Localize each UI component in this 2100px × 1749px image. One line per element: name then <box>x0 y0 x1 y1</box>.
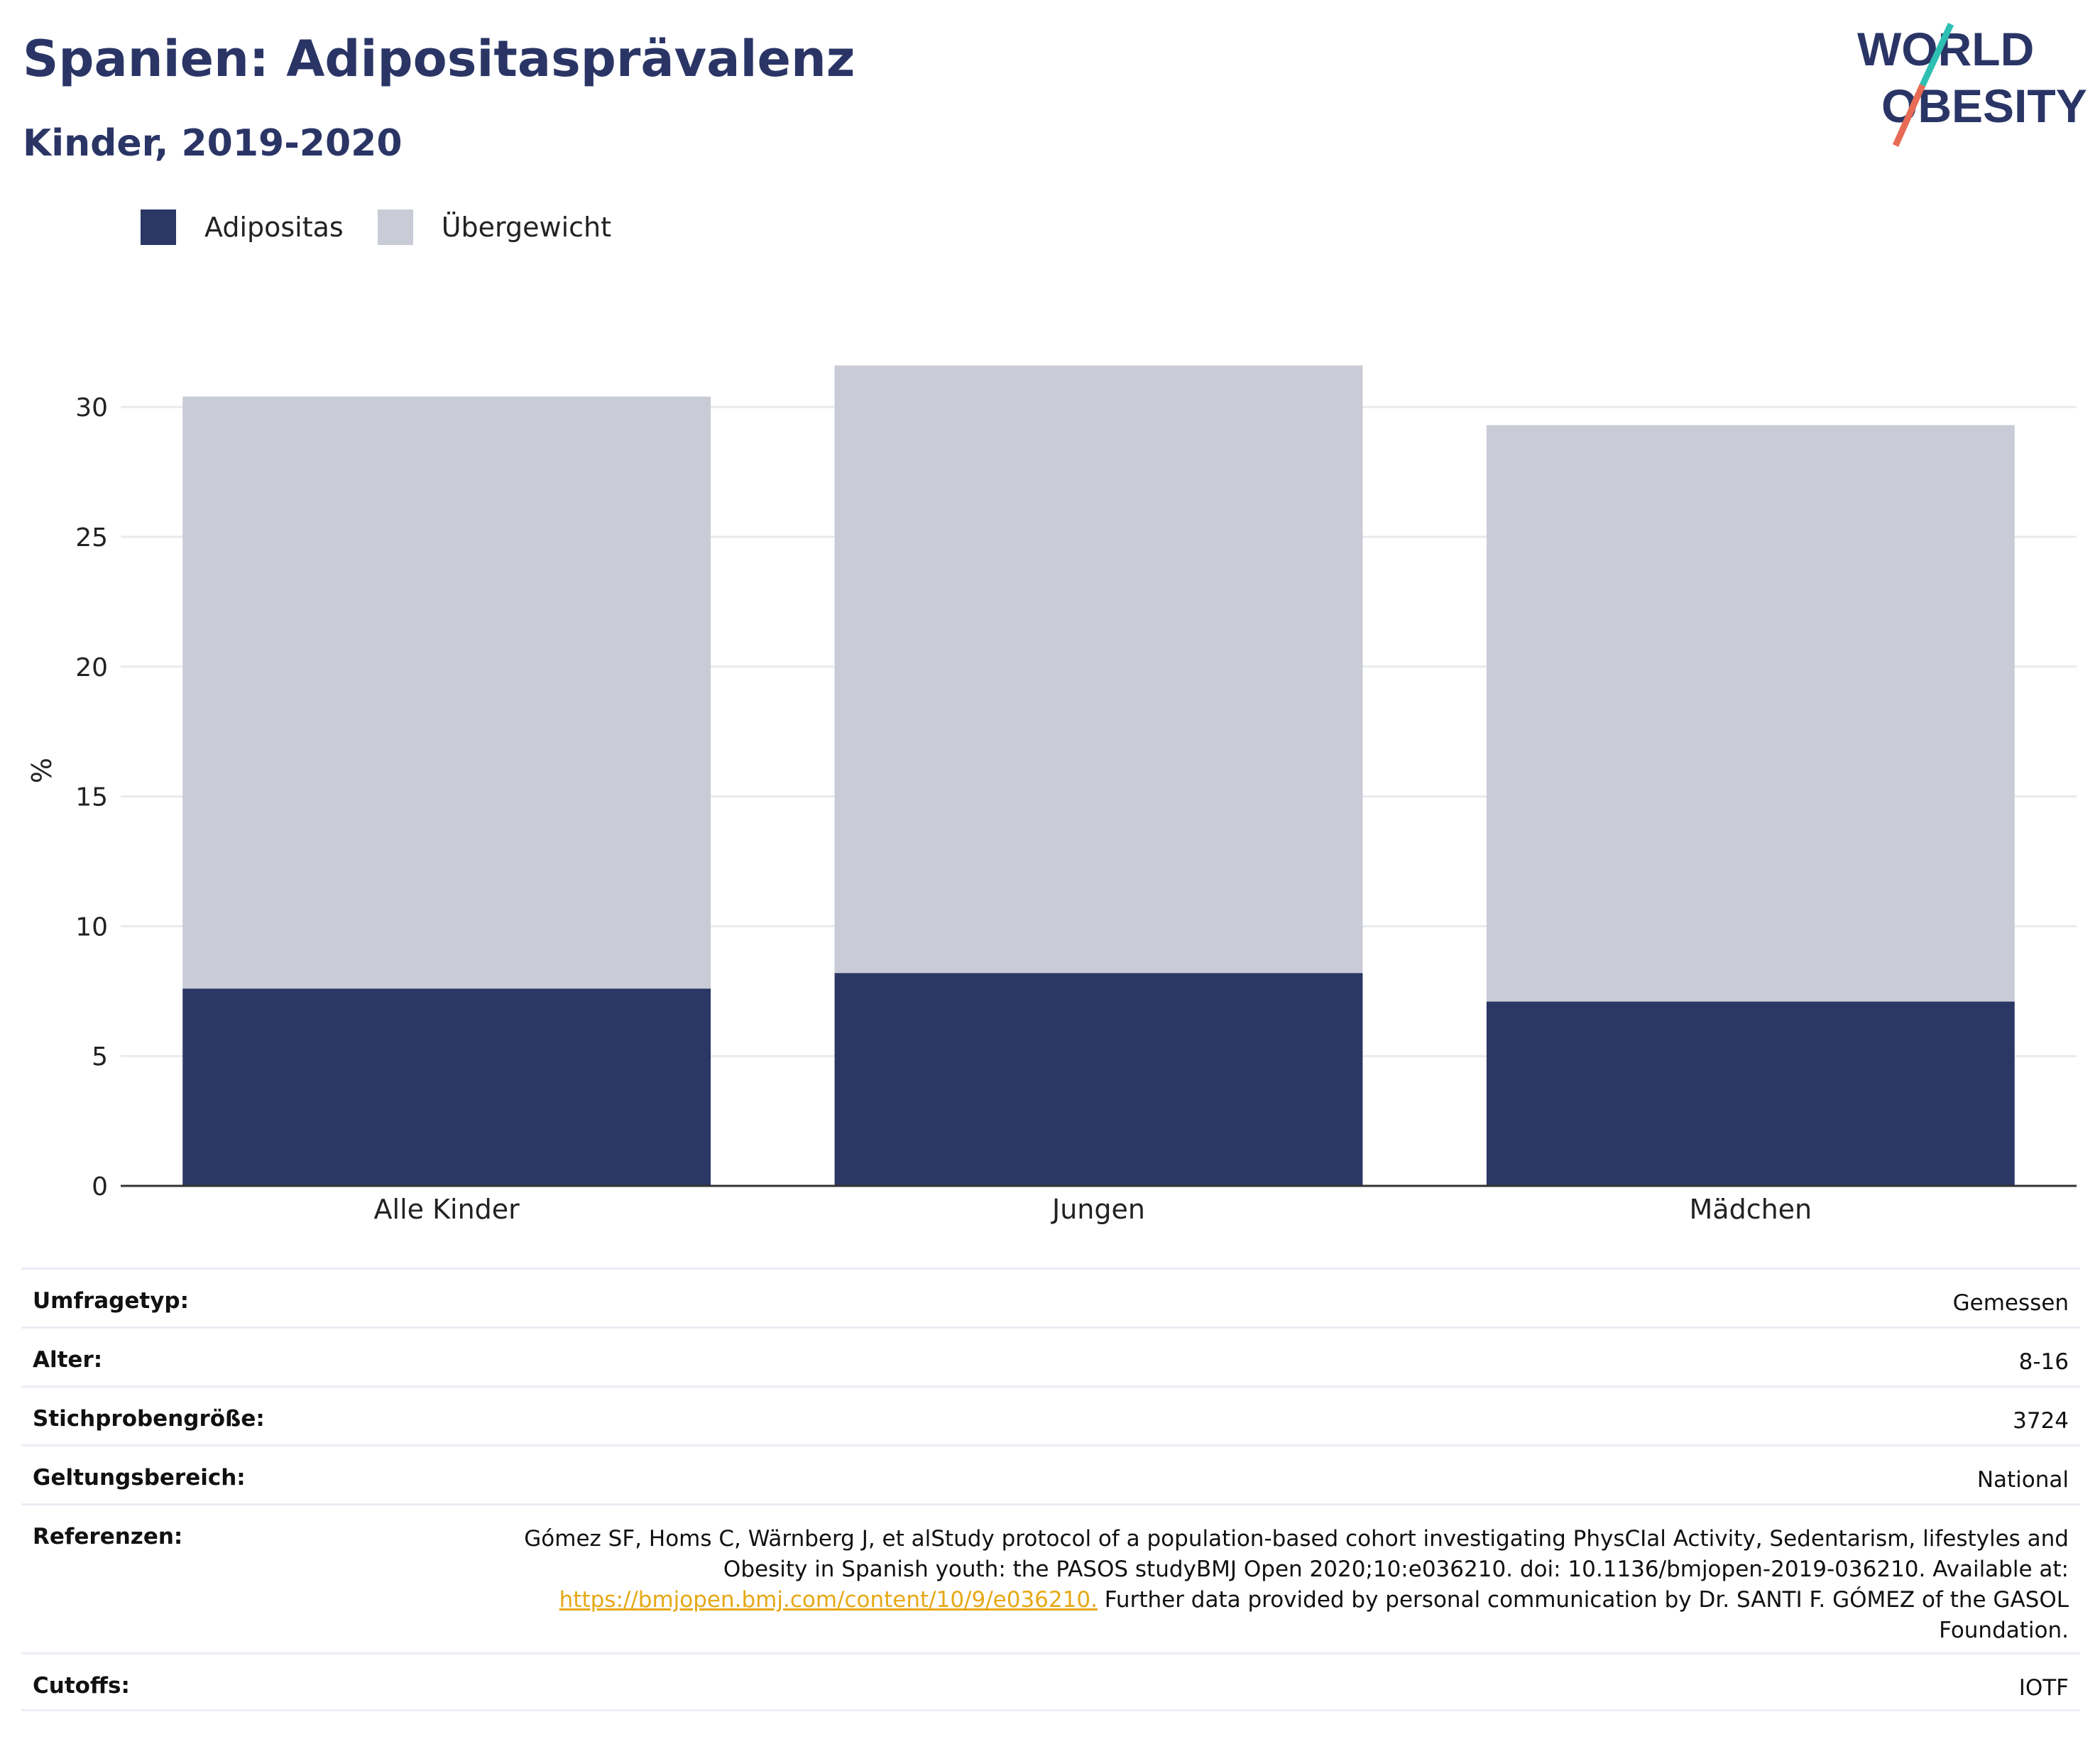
info-value: 8-16 <box>2018 1349 2069 1375</box>
info-table: Umfragetyp: Gemessen Alter: 8-16 Stichpr… <box>21 1268 2080 1711</box>
stacked-bar-chart: 0 5 10 15 20 25 30% Alle Kinder Jungen Mädchen <box>26 365 2077 1225</box>
y-tick-label: 5 <box>92 1042 108 1072</box>
reference-text-after: Further data provided by personal commun… <box>1097 1587 2069 1643</box>
info-key: Stichprobengröße: <box>33 1406 265 1432</box>
info-row-cutoffs: Cutoffs: IOTF <box>21 1652 2080 1711</box>
info-key: Alter: <box>33 1347 103 1373</box>
legend-swatch-adipositas <box>141 209 176 245</box>
reference-link[interactable]: https://bmjopen.bmj.com/content/10/9/e03… <box>559 1587 1098 1613</box>
world-obesity-logo: WORLD OBESITY <box>1857 23 2087 147</box>
x-category-label: Mädchen <box>1690 1194 1812 1225</box>
info-key: Geltungsbereich: <box>33 1465 246 1491</box>
x-category-label: Jungen <box>1051 1194 1145 1225</box>
bar-uebergewicht <box>1486 425 2015 1002</box>
y-tick-label: 25 <box>75 523 108 552</box>
legend-item-uebergewicht[interactable]: Übergewicht <box>377 209 611 245</box>
reference-text: Gómez SF, Homs C, Wärnberg J, et alStudy… <box>524 1526 2069 1582</box>
bar-uebergewicht <box>834 365 1363 974</box>
bar-uebergewicht <box>182 396 711 989</box>
y-tick-label: 15 <box>75 783 108 812</box>
y-tick-label: 20 <box>75 653 108 682</box>
info-row-umfragetyp: Umfragetyp: Gemessen <box>21 1268 2080 1326</box>
y-tick-label: 30 <box>75 393 108 423</box>
logo-slash-coral <box>1892 84 1926 147</box>
y-tick-label: 0 <box>92 1172 108 1202</box>
info-value: IOTF <box>2018 1675 2069 1701</box>
legend: Adipositas Übergewicht <box>141 209 645 245</box>
x-category-label: Alle Kinder <box>374 1194 520 1225</box>
bar-adipositas <box>182 988 711 1186</box>
info-row-stichprobengroesse: Stichprobengröße: 3724 <box>21 1385 2080 1444</box>
info-row-referenzen: Referenzen: Gómez SF, Homs C, Wärnberg J… <box>21 1503 2080 1652</box>
info-row-geltungsbereich: Geltungsbereich: National <box>21 1444 2080 1503</box>
info-key: Referenzen: <box>33 1524 183 1549</box>
bar-adipositas <box>834 973 1363 1186</box>
y-tick-label: 10 <box>75 912 108 942</box>
info-key: Umfragetyp: <box>33 1288 189 1314</box>
info-value: National <box>1976 1467 2069 1493</box>
bar-adipositas <box>1486 1001 2015 1186</box>
y-axis-title: % <box>26 758 58 783</box>
chart-subtitle: Kinder, 2019-2020 <box>23 122 403 165</box>
legend-label-uebergewicht: Übergewicht <box>441 212 611 243</box>
info-value: 3724 <box>2013 1408 2069 1434</box>
chart-title: Spanien: Adipositasprävalenz <box>23 30 855 88</box>
info-value: Gemessen <box>1952 1290 2069 1316</box>
legend-swatch-uebergewicht <box>377 209 413 245</box>
logo-slash-teal <box>1919 23 1954 87</box>
info-row-alter: Alter: 8-16 <box>21 1326 2080 1385</box>
info-key: Cutoffs: <box>33 1673 130 1699</box>
info-value-references: Gómez SF, Homs C, Wärnberg J, et alStudy… <box>507 1505 2069 1646</box>
legend-label-adipositas: Adipositas <box>204 212 344 243</box>
legend-item-adipositas[interactable]: Adipositas <box>141 209 344 245</box>
